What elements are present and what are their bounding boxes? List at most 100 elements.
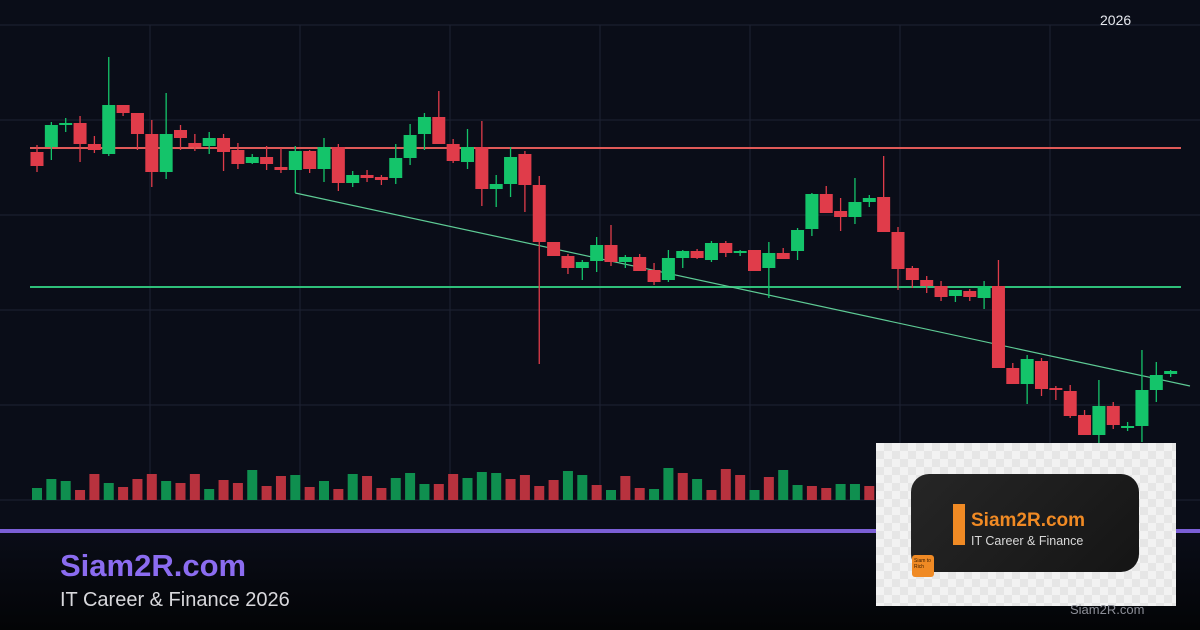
candle bbox=[374, 175, 388, 185]
candle bbox=[877, 156, 891, 232]
volume-bar bbox=[562, 471, 573, 500]
candle bbox=[532, 176, 546, 364]
volume-bar bbox=[519, 475, 530, 500]
candle bbox=[848, 178, 862, 224]
candle bbox=[44, 122, 58, 160]
candle bbox=[991, 260, 1005, 368]
candle bbox=[776, 248, 790, 259]
candle bbox=[819, 186, 833, 213]
candle bbox=[1092, 380, 1106, 443]
candle bbox=[633, 254, 647, 271]
volume-bar bbox=[706, 490, 717, 500]
volume-bar bbox=[319, 481, 329, 500]
volume-bar bbox=[75, 490, 86, 500]
volume-bar bbox=[864, 486, 875, 500]
volume-bar bbox=[333, 489, 344, 500]
volume-bar bbox=[290, 475, 301, 500]
volume-bar bbox=[606, 490, 616, 500]
volume-bar bbox=[491, 473, 502, 500]
candle bbox=[475, 121, 489, 206]
candle bbox=[1149, 362, 1163, 402]
candle bbox=[446, 139, 460, 163]
candle bbox=[905, 266, 919, 288]
candle bbox=[561, 254, 575, 274]
volume-bar bbox=[405, 473, 416, 500]
candle bbox=[834, 198, 848, 231]
candle bbox=[1020, 355, 1034, 404]
volume-bar bbox=[204, 489, 215, 500]
price-levels bbox=[30, 147, 1191, 387]
logo-card: Siam2R.com IT Career & Finance Siam to R… bbox=[876, 443, 1176, 606]
volume-bar bbox=[462, 478, 473, 500]
candle bbox=[604, 225, 618, 266]
candle bbox=[403, 124, 417, 165]
watermark: Siam2R.com bbox=[1070, 602, 1145, 617]
candles bbox=[30, 57, 1178, 443]
candle bbox=[260, 146, 274, 170]
candle bbox=[217, 134, 231, 171]
candle bbox=[317, 138, 331, 182]
volume-bar bbox=[132, 479, 143, 500]
candle bbox=[1164, 370, 1178, 377]
volume-bar bbox=[792, 485, 803, 500]
volume-bar bbox=[778, 470, 789, 500]
candle bbox=[805, 193, 819, 236]
candle bbox=[762, 242, 776, 298]
year-axis-label: 2026 bbox=[1100, 12, 1132, 28]
volume-bar bbox=[175, 483, 186, 500]
volume-bar bbox=[821, 488, 832, 500]
volume-bar bbox=[806, 486, 817, 500]
candle bbox=[862, 195, 876, 207]
volume-bar bbox=[232, 483, 243, 500]
volume-bar bbox=[103, 483, 114, 500]
candle bbox=[417, 113, 431, 150]
candle bbox=[461, 129, 474, 169]
candle bbox=[1121, 422, 1135, 431]
volume-bar bbox=[735, 475, 746, 500]
candle bbox=[647, 263, 661, 285]
candle bbox=[360, 170, 374, 182]
volume-bar bbox=[60, 481, 71, 500]
volume-bar bbox=[347, 474, 358, 500]
candle bbox=[245, 154, 259, 164]
candle bbox=[963, 289, 977, 301]
volume-bar bbox=[161, 481, 172, 500]
volume-bar bbox=[692, 479, 703, 500]
candle bbox=[87, 136, 101, 153]
logo-name: Siam2R.com bbox=[971, 510, 1086, 531]
candle bbox=[575, 260, 589, 280]
candle bbox=[618, 255, 632, 268]
volume-bar bbox=[189, 474, 200, 500]
logo-accent-bar-icon bbox=[953, 504, 965, 545]
candle bbox=[432, 91, 446, 144]
candle bbox=[202, 132, 216, 154]
candle bbox=[1049, 386, 1063, 400]
candle bbox=[116, 105, 130, 116]
volume-bar bbox=[505, 479, 516, 500]
volume-bar bbox=[749, 490, 760, 500]
brand-tagline: IT Career & Finance 2026 bbox=[60, 589, 290, 611]
candle bbox=[791, 228, 805, 260]
volume-bar bbox=[835, 484, 846, 500]
candle bbox=[920, 276, 934, 293]
candle bbox=[274, 148, 288, 173]
candle bbox=[948, 290, 962, 302]
candle bbox=[130, 113, 144, 150]
candle bbox=[690, 249, 704, 259]
volume-bar bbox=[620, 476, 631, 500]
volume-bar bbox=[591, 485, 602, 500]
candle bbox=[288, 146, 302, 193]
volume-bar bbox=[720, 469, 731, 500]
candle bbox=[733, 250, 747, 256]
candle bbox=[1106, 402, 1120, 429]
volume-bar bbox=[476, 472, 487, 500]
candle bbox=[934, 281, 948, 301]
candle bbox=[145, 120, 159, 187]
volume-bar bbox=[304, 487, 315, 500]
candle bbox=[1063, 385, 1077, 418]
candle bbox=[704, 241, 718, 262]
brand-title: Siam2R.com bbox=[60, 548, 247, 583]
candle bbox=[891, 227, 905, 290]
volume-bar bbox=[390, 478, 401, 500]
